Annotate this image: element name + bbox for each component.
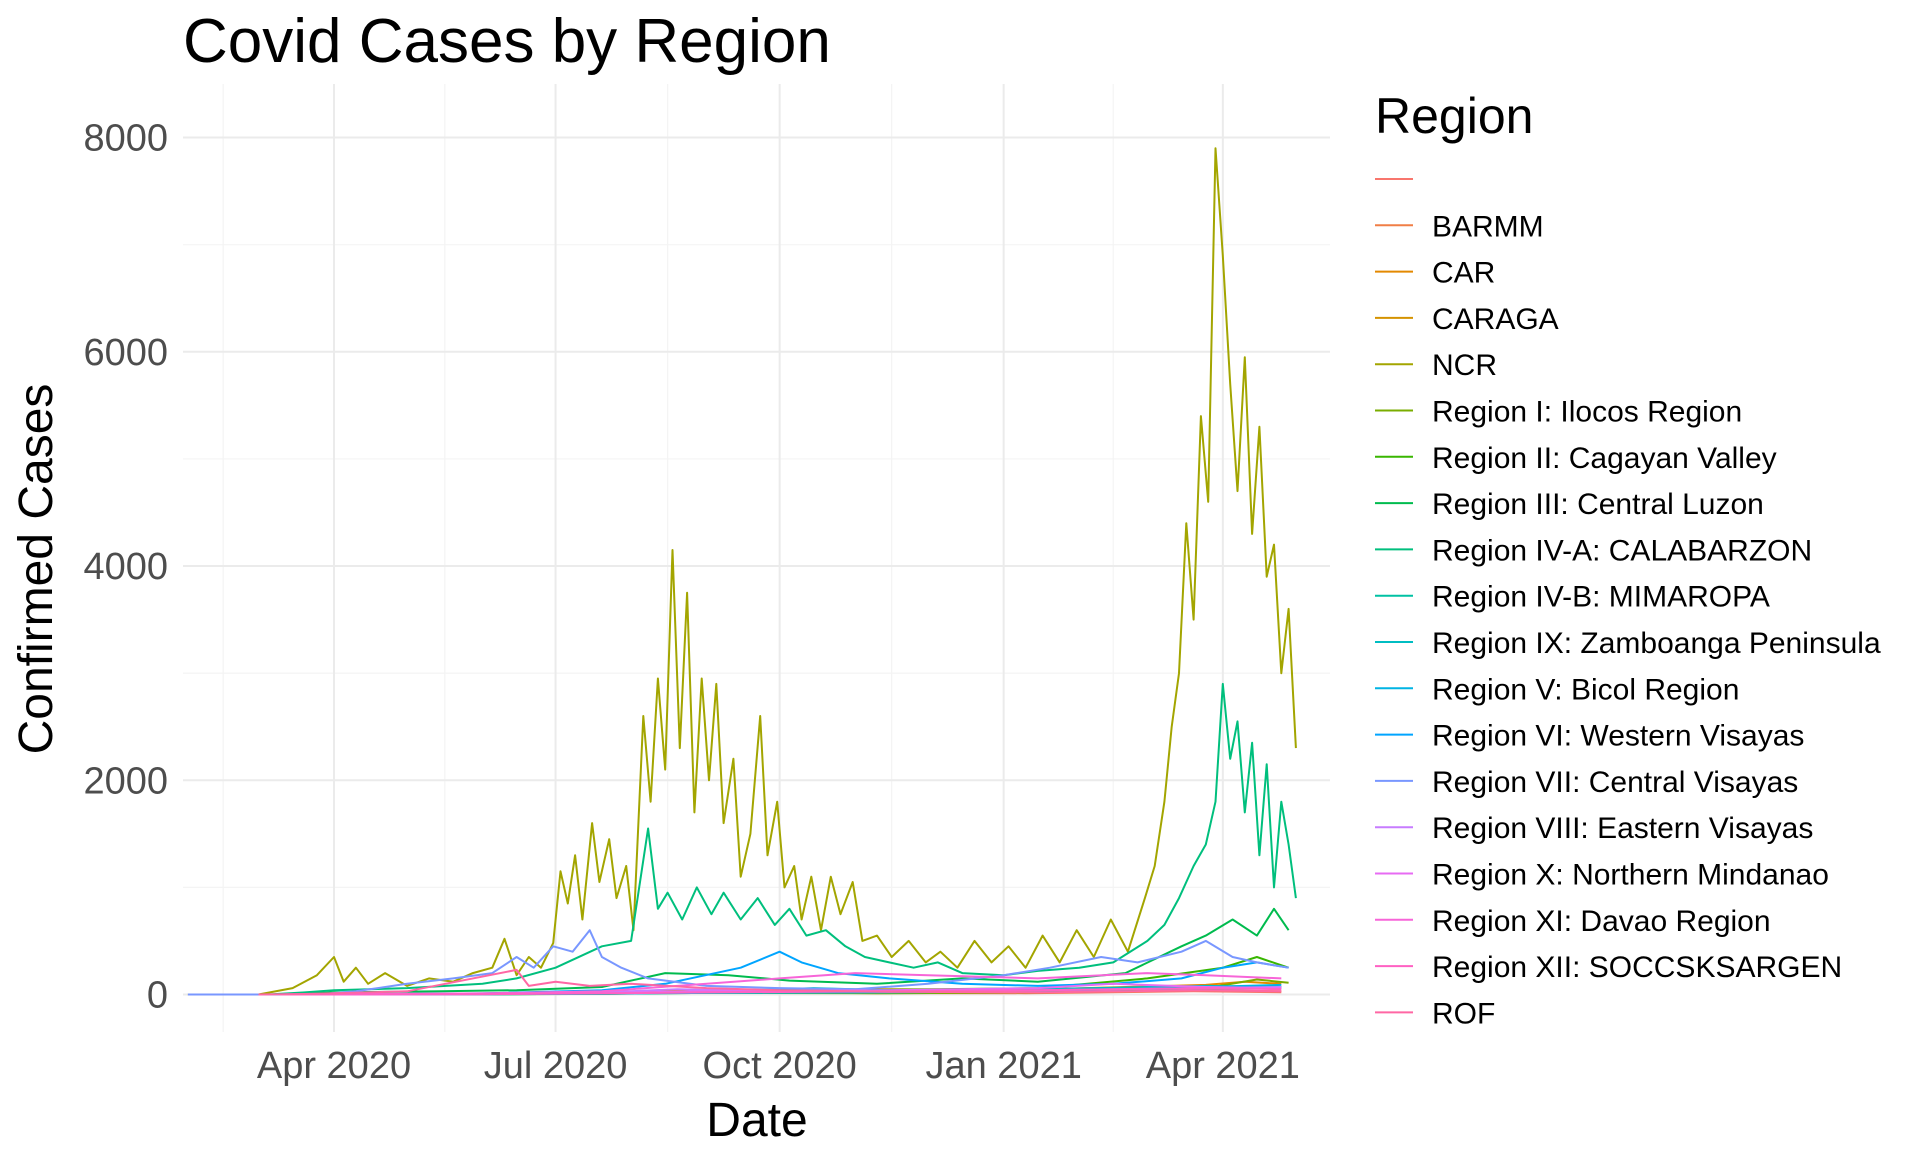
legend-entry: Region IV-A: CALABARZON xyxy=(1432,534,1812,567)
legend-entry: Region IV-B: MIMAROPA xyxy=(1432,581,1770,614)
series-line xyxy=(268,682,1297,996)
legend-entry: Region XII: SOCCSKSARGEN xyxy=(1432,951,1842,984)
legend-entry: ROF xyxy=(1432,997,1495,1030)
x-tick-label: Apr 2021 xyxy=(1146,1045,1300,1087)
chart-title: Covid Cases by Region xyxy=(183,7,831,76)
legend-entry: BARMM xyxy=(1432,210,1544,243)
series-lines xyxy=(187,147,1297,996)
legend-entry: Region V: Bicol Region xyxy=(1432,673,1739,706)
series-line xyxy=(187,929,1289,996)
series-line xyxy=(187,147,1297,996)
legend-entry: NCR xyxy=(1432,349,1497,382)
series-line xyxy=(280,987,1282,996)
legend-entry: Region IX: Zamboanga Peninsula xyxy=(1432,627,1881,660)
x-tick-label: Jul 2020 xyxy=(484,1045,628,1087)
x-axis-title: Date xyxy=(706,1094,807,1147)
series-line xyxy=(280,950,1289,996)
axis-ticks: 0 2000 4000 6000 8000 Apr 2020 Jul 2020 Oct 202… xyxy=(83,118,1300,1087)
legend-entry: CARAGA xyxy=(1432,303,1559,336)
grid xyxy=(183,84,1330,1032)
y-tick-label: 0 xyxy=(147,975,168,1017)
legend-entry: Region VII: Central Visayas xyxy=(1432,766,1798,799)
legend-entry: Region III: Central Luzon xyxy=(1432,488,1764,521)
legend-entry: Region X: Northern Mindanao xyxy=(1432,859,1829,892)
x-tick-label: Oct 2020 xyxy=(703,1045,857,1087)
legend-entry: Region I: Ilocos Region xyxy=(1432,396,1742,429)
x-tick-label: Apr 2020 xyxy=(257,1045,411,1087)
legend-entry: Region VI: Western Visayas xyxy=(1432,720,1804,753)
legend-entry: Region XI: Davao Region xyxy=(1432,905,1771,938)
legend-entry: Region VIII: Eastern Visayas xyxy=(1432,812,1813,845)
series-line xyxy=(280,972,1282,996)
y-tick-label: 2000 xyxy=(83,760,168,802)
legend: Region BARMM CAR CARAGA NCR Region I: Ilocos… xyxy=(1375,88,1881,1030)
x-tick-label: Jan 2021 xyxy=(925,1045,1081,1087)
y-tick-label: 4000 xyxy=(83,546,168,588)
legend-entry: Region II: Cagayan Valley xyxy=(1432,442,1777,475)
y-axis-title: Confirmed Cases xyxy=(10,384,63,755)
y-tick-label: 8000 xyxy=(83,118,168,160)
y-tick-label: 6000 xyxy=(83,332,168,374)
series-line xyxy=(258,968,1282,996)
legend-title: Region xyxy=(1375,88,1533,144)
legend-entry: CAR xyxy=(1432,257,1495,290)
